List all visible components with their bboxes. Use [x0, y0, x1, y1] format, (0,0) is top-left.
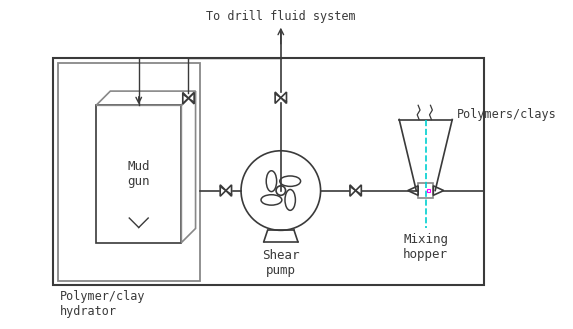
- Bar: [58, 63, 201, 281]
- Text: Shear
pump: Shear pump: [262, 249, 300, 277]
- Bar: [53, 58, 484, 285]
- Bar: [418, 183, 433, 198]
- Text: Mud
gun: Mud gun: [127, 160, 150, 188]
- Text: To drill fluid system: To drill fluid system: [206, 10, 356, 23]
- Text: Polymer/clay
hydrator: Polymer/clay hydrator: [60, 290, 146, 318]
- Bar: [427, 189, 430, 192]
- Text: Mixing
hopper: Mixing hopper: [403, 233, 448, 261]
- Bar: [96, 105, 182, 243]
- Text: Polymers/clays: Polymers/clays: [457, 108, 557, 121]
